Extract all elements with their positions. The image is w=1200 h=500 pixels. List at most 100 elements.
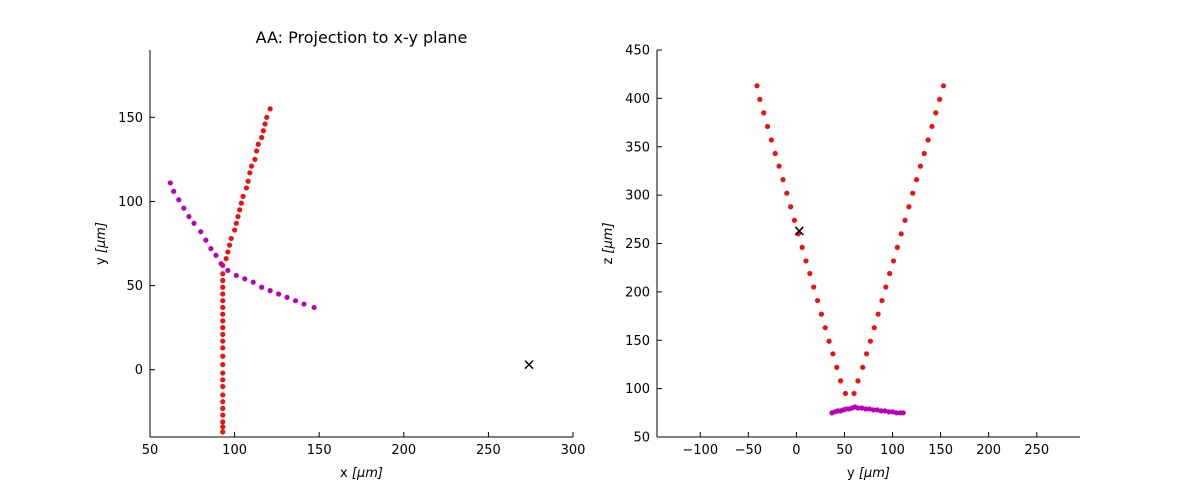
data-point (262, 121, 268, 127)
data-point (247, 170, 253, 176)
data-point (264, 114, 270, 120)
data-point (248, 163, 255, 169)
data-point (259, 284, 265, 290)
data-point (929, 123, 935, 130)
data-point (267, 288, 273, 294)
data-point (220, 311, 226, 317)
data-point (301, 301, 307, 307)
data-point (186, 213, 192, 220)
y-tick-label: 250 (625, 237, 650, 252)
data-point (191, 220, 197, 226)
data-point (863, 406, 869, 412)
data-point (292, 298, 299, 304)
data-point (842, 390, 849, 397)
data-point (757, 96, 763, 102)
data-point (788, 204, 794, 210)
data-point (875, 311, 881, 317)
data-point (871, 325, 877, 331)
x-tick-label: 250 (1024, 443, 1049, 458)
data-point (879, 297, 885, 304)
data-point (791, 217, 798, 223)
data-point (803, 258, 809, 264)
data-point (220, 419, 226, 425)
y-tick-label: 350 (625, 140, 650, 155)
data-point (220, 271, 226, 277)
x-axis-label: y [μm] (847, 466, 890, 481)
data-point (220, 392, 226, 398)
data-point (203, 237, 209, 243)
y-tick-label: 0 (135, 363, 143, 378)
data-point (933, 110, 939, 116)
data-point (761, 110, 767, 116)
data-point (925, 137, 931, 143)
y-tick-label: 450 (625, 44, 650, 59)
data-point (220, 362, 226, 368)
data-point (898, 231, 904, 237)
data-point (764, 123, 771, 130)
data-point (220, 383, 226, 390)
series-0 (754, 83, 947, 397)
data-point (255, 141, 261, 147)
data-point (176, 197, 182, 203)
data-point (237, 207, 243, 213)
data-point (772, 150, 778, 157)
data-point (784, 190, 790, 196)
data-point (220, 304, 226, 311)
y-tick-label: 400 (625, 92, 650, 107)
data-point (900, 410, 906, 416)
data-point (220, 405, 226, 411)
y-axis-label: z [μm] (601, 222, 616, 264)
data-point (776, 163, 782, 169)
data-point (213, 252, 219, 258)
data-point (220, 377, 226, 383)
y-tick-label: 50 (633, 431, 650, 446)
series-0 (220, 106, 273, 435)
y-tick-label: 200 (625, 285, 650, 300)
data-point (240, 193, 246, 199)
x-tick-label: 100 (880, 443, 905, 458)
x-marker-point (524, 360, 534, 370)
data-point (768, 137, 775, 143)
x-tick-label: −100 (682, 443, 718, 458)
data-point (220, 370, 226, 376)
series-1 (829, 404, 906, 416)
data-point (220, 291, 226, 297)
data-point (818, 311, 824, 317)
data-point (834, 364, 840, 370)
series-1 (167, 180, 317, 311)
data-point (902, 217, 908, 223)
data-point (245, 178, 251, 184)
data-point (208, 245, 214, 252)
data-point (220, 325, 226, 331)
data-point (250, 279, 256, 285)
data-point (807, 270, 813, 277)
data-point (228, 235, 234, 242)
data-point (232, 227, 238, 233)
data-point (220, 338, 226, 344)
data-point (220, 284, 226, 290)
data-point (220, 399, 226, 405)
data-point (851, 390, 857, 397)
data-point (220, 331, 226, 337)
x-tick-label: 300 (561, 443, 586, 458)
data-point (181, 205, 187, 211)
data-point (252, 156, 258, 162)
data-point (878, 408, 884, 414)
data-point (886, 409, 892, 415)
data-point (220, 424, 226, 430)
series-2 (524, 360, 534, 370)
x-tick-label: 200 (976, 443, 1001, 458)
x-tick-label: 0 (792, 443, 800, 458)
data-point (870, 407, 876, 413)
x-tick-label: 50 (142, 443, 159, 458)
chart-xy-projection: 50 100 150 200 250 300 0 50 100 150 x [μm] y [μm] AA… (94, 28, 585, 481)
data-point (220, 412, 226, 418)
data-point (780, 177, 786, 183)
x-tick-label: −50 (735, 443, 762, 458)
data-point (223, 256, 229, 262)
data-point (855, 378, 861, 384)
data-point (887, 270, 893, 277)
y-axis-label: y [μm] (94, 222, 109, 265)
data-point (867, 338, 874, 344)
